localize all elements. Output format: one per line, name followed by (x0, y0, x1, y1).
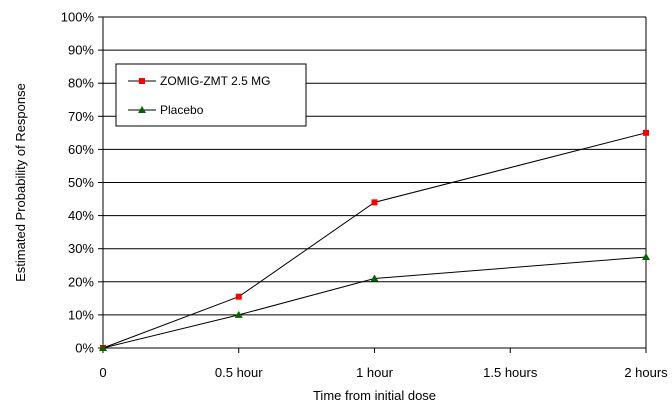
y-tick-label: 90% (68, 43, 94, 58)
series-line (102, 256, 647, 349)
x-tick-label: 1 hour (356, 365, 394, 380)
x-axis-tick-labels: 0 0.5 hour 1 hour 1.5 hours 2 hours (99, 365, 668, 380)
legend: ZOMIG-ZMT 2.5 MG Placebo (115, 63, 307, 127)
data-point (370, 274, 379, 282)
data-point (371, 199, 378, 206)
x-tick-label: 0 (99, 365, 106, 380)
gridlines (98, 16, 647, 353)
y-tick-label: 50% (68, 175, 94, 190)
series-placebo (99, 252, 650, 351)
data-point (234, 310, 243, 318)
y-tick-label: 40% (68, 208, 94, 223)
legend-box (115, 63, 307, 127)
plot-area (102, 17, 647, 349)
y-tick-label: 20% (68, 274, 94, 289)
x-tick-label: 2 hours (624, 365, 668, 380)
legend-marker (139, 78, 145, 84)
series-layer (99, 129, 650, 351)
legend-item: ZOMIG-ZMT 2.5 MG (128, 74, 270, 88)
legend-item: Placebo (128, 103, 204, 117)
data-point (642, 252, 650, 260)
legend-marker (138, 106, 146, 113)
y-tick-label: 0% (75, 341, 94, 356)
y-tick-label: 80% (68, 76, 94, 91)
x-axis-title: Time from initial dose (313, 388, 436, 403)
y-axis-tick-labels: 0% 10% 20% 30% 40% 50% 60% 70% 80% 90% 100% (61, 10, 95, 356)
y-tick-label: 60% (68, 142, 94, 157)
x-tick-label: 0.5 hour (215, 365, 263, 380)
legend-label: ZOMIG-ZMT 2.5 MG (160, 74, 270, 88)
y-tick-label: 30% (68, 241, 94, 256)
series-zomig-zmt (100, 129, 649, 351)
legend-label: Placebo (160, 103, 204, 117)
series-line (102, 132, 647, 349)
data-point (643, 129, 649, 136)
data-point (235, 293, 242, 300)
y-tick-label: 10% (68, 307, 94, 322)
data-point (99, 344, 107, 351)
y-tick-label: 100% (61, 10, 95, 25)
y-tick-label: 70% (68, 109, 94, 124)
y-axis-title: Estimated Probability of Response (13, 83, 28, 282)
x-tick-label: 1.5 hours (483, 365, 538, 380)
